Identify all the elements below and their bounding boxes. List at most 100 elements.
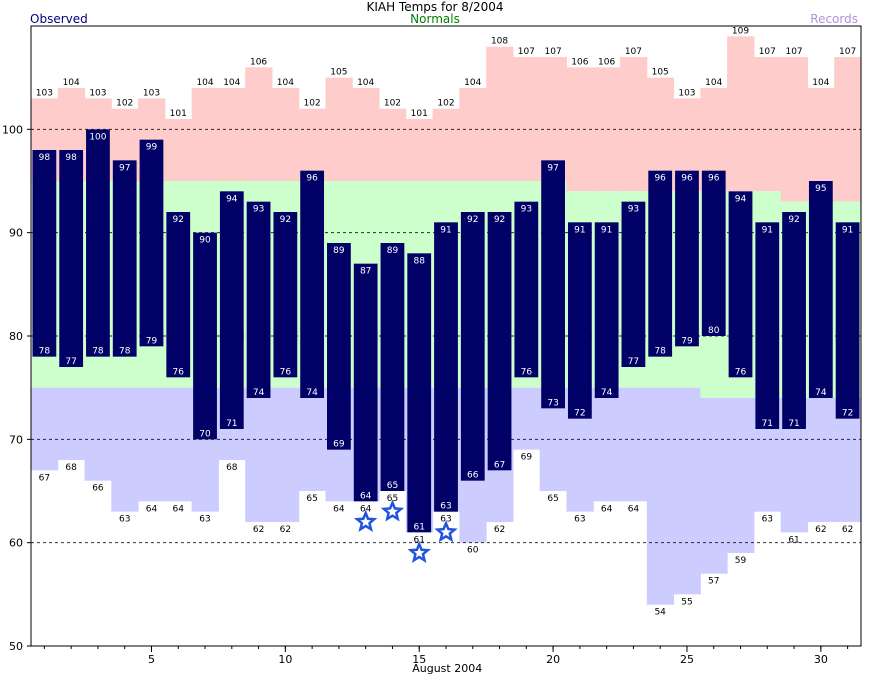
record-high-label: 106 — [250, 57, 267, 67]
record-low-band — [646, 387, 675, 605]
observed-low-label: 74 — [306, 388, 318, 398]
record-high-band — [218, 88, 246, 181]
record-low-label: 54 — [654, 608, 666, 618]
observed-low-label: 71 — [226, 419, 237, 429]
observed-low-label: 74 — [815, 388, 827, 398]
record-high-label: 106 — [598, 57, 615, 67]
record-high-label: 104 — [812, 78, 829, 88]
record-high-label: 107 — [518, 47, 535, 57]
observed-low-label: 70 — [199, 429, 211, 439]
record-high-band — [753, 57, 782, 192]
legend-records: Records — [810, 12, 858, 26]
record-high-label: 104 — [357, 78, 374, 88]
observed-high-label: 91 — [440, 225, 451, 235]
record-high-band — [459, 88, 487, 181]
observed-high-label: 96 — [306, 174, 318, 184]
observed-high-label: 98 — [39, 153, 51, 163]
record-low-label: 62 — [280, 525, 291, 535]
observed-high-label: 96 — [681, 174, 693, 184]
observed-bar — [193, 232, 217, 440]
observed-high-label: 97 — [119, 163, 130, 173]
observed-high-label: 92 — [173, 215, 184, 225]
observed-high-label: 96 — [708, 174, 720, 184]
chart-title: KIAH Temps for 8/2004 — [366, 0, 504, 14]
y-tick-label: 100 — [2, 123, 23, 136]
record-high-label: 102 — [116, 99, 133, 109]
observed-low-label: 76 — [521, 367, 533, 377]
record-low-band — [727, 398, 755, 553]
record-low-band — [512, 387, 541, 450]
record-high-label: 104 — [277, 78, 294, 88]
record-low-label: 55 — [681, 597, 692, 607]
observed-bar — [621, 201, 646, 367]
record-low-label: 62 — [842, 525, 853, 535]
record-low-label: 63 — [119, 515, 130, 525]
observed-bar — [460, 212, 485, 481]
record-high-label: 107 — [839, 47, 856, 57]
observed-low-label: 72 — [574, 409, 585, 419]
record-low-band — [620, 387, 648, 502]
record-high-band — [271, 88, 300, 181]
observed-high-label: 92 — [467, 215, 478, 225]
observed-low-label: 71 — [788, 419, 799, 429]
record-low-band — [138, 387, 166, 502]
observed-high-label: 91 — [601, 225, 612, 235]
x-tick-label: 5 — [148, 653, 155, 666]
observed-bar — [86, 129, 110, 357]
observed-high-label: 99 — [146, 143, 158, 153]
record-low-label: 63 — [762, 515, 773, 525]
record-high-band — [352, 88, 380, 181]
observed-high-label: 92 — [494, 215, 505, 225]
observed-bar — [300, 170, 325, 398]
observed-bar — [246, 201, 271, 398]
record-low-label: 63 — [440, 515, 451, 525]
record-low-label: 65 — [547, 494, 558, 504]
record-low-band — [57, 387, 86, 460]
record-high-band — [164, 119, 193, 181]
observed-bar — [139, 139, 164, 347]
record-low-band — [673, 387, 701, 595]
record-low-label: 64 — [601, 504, 613, 514]
observed-high-label: 91 — [574, 225, 585, 235]
record-low-label: 68 — [65, 463, 77, 473]
observed-high-label: 89 — [333, 246, 345, 256]
observed-low-label: 78 — [92, 347, 104, 357]
record-high-band — [432, 108, 460, 181]
observed-low-label: 73 — [547, 398, 558, 408]
record-high-label: 104 — [464, 78, 481, 88]
x-tick-label: 10 — [278, 653, 292, 666]
record-high-label: 107 — [785, 47, 802, 57]
observed-high-label: 94 — [226, 194, 238, 204]
observed-bar — [808, 181, 833, 398]
y-tick-label: 50 — [9, 640, 23, 653]
record-low-band — [593, 387, 621, 502]
record-high-label: 102 — [384, 99, 401, 109]
record-low-label: 62 — [253, 525, 264, 535]
record-low-label: 64 — [146, 504, 158, 514]
observed-low-label: 65 — [387, 481, 398, 491]
y-tick-label: 90 — [9, 227, 23, 240]
record-high-band — [620, 57, 648, 192]
observed-high-label: 91 — [842, 225, 853, 235]
record-low-band — [700, 398, 728, 574]
record-high-label: 104 — [223, 78, 240, 88]
record-star-icon — [407, 540, 432, 563]
record-high-label: 106 — [571, 57, 588, 67]
record-low-label: 68 — [226, 463, 238, 473]
observed-low-label: 79 — [681, 336, 693, 346]
observed-high-label: 96 — [654, 174, 666, 184]
observed-high-label: 98 — [65, 153, 77, 163]
record-high-label: 104 — [705, 78, 722, 88]
record-low-label: 64 — [173, 504, 185, 514]
record-high-band — [245, 67, 273, 181]
observed-low-label: 74 — [253, 388, 265, 398]
observed-bar — [273, 212, 298, 378]
record-low-band — [84, 387, 112, 481]
observed-high-label: 100 — [89, 132, 106, 142]
observed-high-label: 88 — [413, 256, 425, 266]
observed-high-label: 95 — [815, 184, 826, 194]
record-low-band — [271, 387, 300, 522]
record-high-label: 105 — [330, 68, 347, 78]
record-high-band — [727, 36, 755, 192]
record-high-band — [298, 108, 327, 181]
